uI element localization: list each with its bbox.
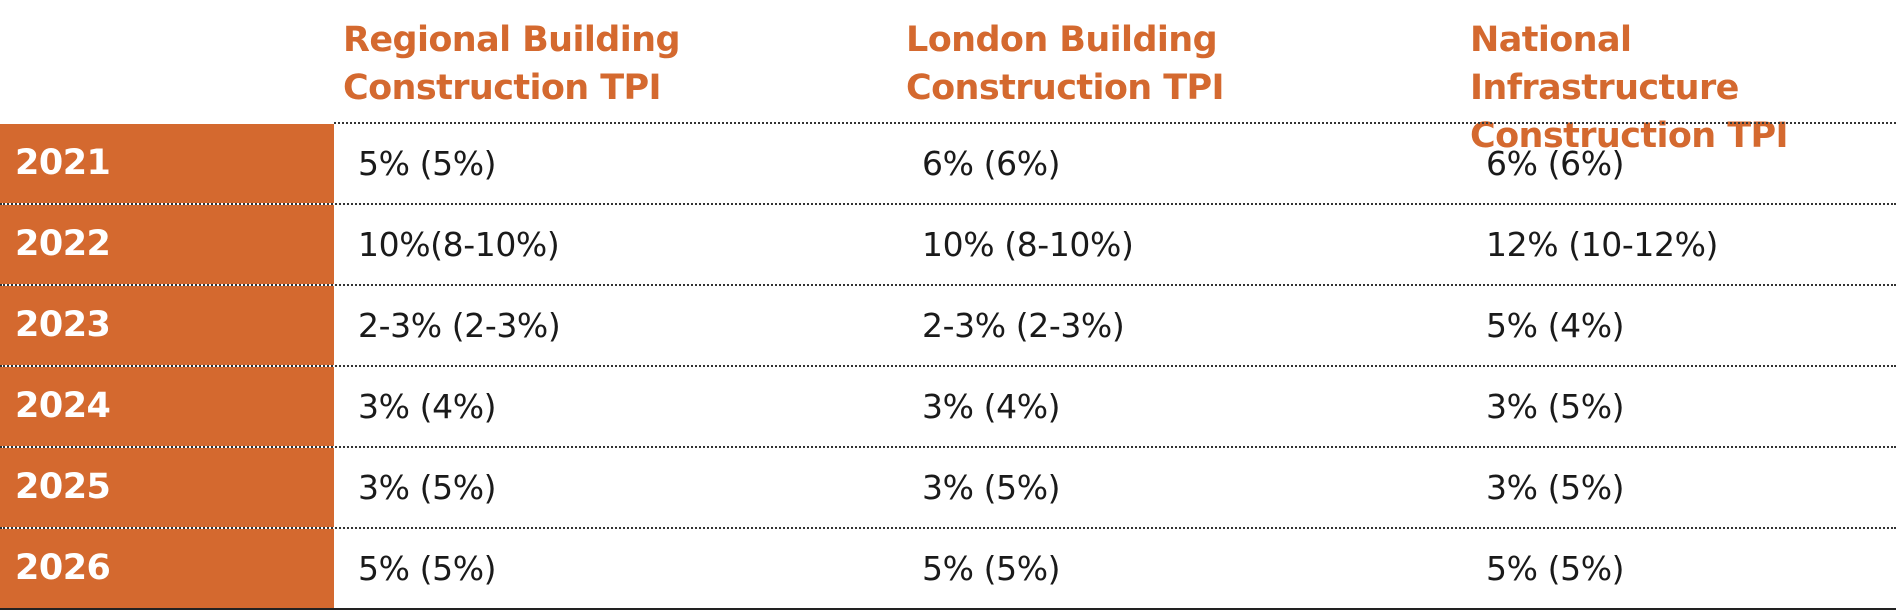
london-value-cell: 10% (8-10%) bbox=[922, 225, 1134, 264]
national-value-cell: 5% (5%) bbox=[1486, 549, 1625, 588]
table-row: 2024 3% (4%) 3% (4%) 3% (5%) bbox=[0, 367, 1896, 448]
table-row: 2023 2-3% (2-3%) 2-3% (2-3%) 5% (4%) bbox=[0, 286, 1896, 367]
table-body: 2021 5% (5%) 6% (6%) 6% (6%) 2022 10%(8-… bbox=[0, 124, 1896, 610]
header-london-building-tpi: London Building Construction TPI bbox=[906, 20, 1225, 108]
regional-value-cell: 5% (5%) bbox=[358, 549, 497, 588]
table-row: 2021 5% (5%) 6% (6%) 6% (6%) bbox=[0, 124, 1896, 205]
national-value-cell: 3% (5%) bbox=[1486, 468, 1625, 507]
table-row: 2022 10%(8-10%) 10% (8-10%) 12% (10-12%) bbox=[0, 205, 1896, 286]
regional-value-cell: 2-3% (2-3%) bbox=[358, 306, 561, 345]
london-value-cell: 3% (5%) bbox=[922, 468, 1061, 507]
national-value-cell: 6% (6%) bbox=[1486, 144, 1625, 183]
header-divider bbox=[334, 122, 1896, 124]
year-cell: 2026 bbox=[0, 529, 334, 608]
year-cell: 2023 bbox=[0, 286, 334, 365]
regional-value-cell: 3% (4%) bbox=[358, 387, 497, 426]
regional-value-cell: 5% (5%) bbox=[358, 144, 497, 183]
national-value-cell: 5% (4%) bbox=[1486, 306, 1625, 345]
regional-value-cell: 10%(8-10%) bbox=[358, 225, 560, 264]
table-header-row: Regional Building Construction TPI Londo… bbox=[0, 0, 1896, 156]
year-cell: 2021 bbox=[0, 124, 334, 203]
regional-value-cell: 3% (5%) bbox=[358, 468, 497, 507]
table-row: 2026 5% (5%) 5% (5%) 5% (5%) bbox=[0, 529, 1896, 610]
header-regional-building-tpi: Regional Building Construction TPI bbox=[343, 20, 681, 108]
national-value-cell: 12% (10-12%) bbox=[1486, 225, 1719, 264]
london-value-cell: 5% (5%) bbox=[922, 549, 1061, 588]
london-value-cell: 2-3% (2-3%) bbox=[922, 306, 1125, 345]
year-cell: 2022 bbox=[0, 205, 334, 284]
london-value-cell: 3% (4%) bbox=[922, 387, 1061, 426]
year-cell: 2024 bbox=[0, 367, 334, 446]
year-cell: 2025 bbox=[0, 448, 334, 527]
london-value-cell: 6% (6%) bbox=[922, 144, 1061, 183]
table-row: 2025 3% (5%) 3% (5%) 3% (5%) bbox=[0, 448, 1896, 529]
national-value-cell: 3% (5%) bbox=[1486, 387, 1625, 426]
